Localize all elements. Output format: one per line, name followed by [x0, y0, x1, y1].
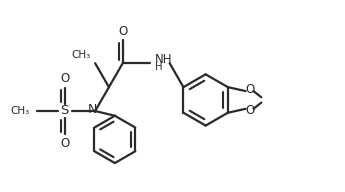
- Text: O: O: [60, 72, 69, 85]
- Text: N: N: [88, 103, 97, 116]
- Text: O: O: [246, 104, 255, 117]
- Text: NH: NH: [155, 53, 173, 66]
- Text: CH₃: CH₃: [10, 106, 29, 116]
- Text: O: O: [118, 25, 127, 38]
- Text: O: O: [60, 137, 69, 150]
- Text: CH₃: CH₃: [71, 50, 90, 60]
- Text: S: S: [61, 103, 69, 117]
- Text: H: H: [155, 62, 163, 72]
- Text: O: O: [246, 83, 255, 96]
